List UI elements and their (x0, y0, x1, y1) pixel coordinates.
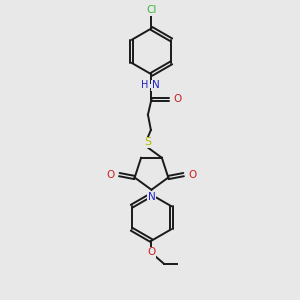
Text: N: N (152, 80, 160, 90)
Text: S: S (144, 137, 152, 147)
Text: Cl: Cl (146, 5, 157, 15)
Text: H: H (141, 80, 149, 90)
Text: O: O (147, 248, 156, 257)
Text: N: N (148, 192, 155, 202)
Text: O: O (188, 169, 196, 180)
Text: O: O (106, 169, 115, 180)
Text: O: O (174, 94, 182, 104)
